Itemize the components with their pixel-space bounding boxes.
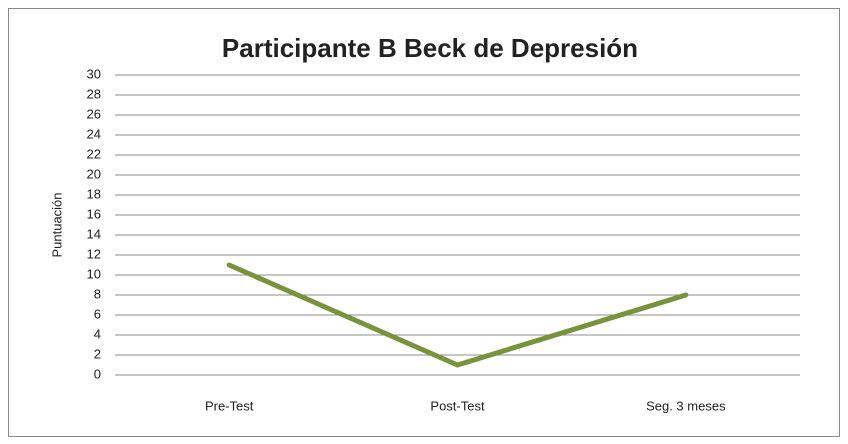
y-tick-label: 30 <box>87 66 101 81</box>
data-line <box>226 262 689 368</box>
y-tick-label: 22 <box>87 146 101 161</box>
y-tick-label: 2 <box>94 346 101 361</box>
y-tick-label: 6 <box>94 306 101 321</box>
y-axis-label: Puntuación <box>49 192 64 257</box>
chart-border <box>8 8 840 437</box>
chart-title: Participante B Beck de Depresión <box>222 33 638 63</box>
x-tick-label: Seg. 3 meses <box>646 398 726 413</box>
x-tick-label: Pre-Test <box>205 398 254 413</box>
y-tick-label: 16 <box>87 206 101 221</box>
y-tick-label: 12 <box>87 246 101 261</box>
y-tick-label: 0 <box>94 366 101 381</box>
x-tick-label: Post-Test <box>430 398 485 413</box>
y-tick-label: 18 <box>87 186 101 201</box>
y-tick-label: 28 <box>87 86 101 101</box>
y-tick-label: 4 <box>94 326 101 341</box>
y-tick-label: 20 <box>87 166 101 181</box>
y-tick-label: 10 <box>87 266 101 281</box>
y-tick-label: 8 <box>94 286 101 301</box>
y-tick-label: 24 <box>87 126 101 141</box>
y-tick-label: 14 <box>87 226 101 241</box>
y-tick-label: 26 <box>87 106 101 121</box>
